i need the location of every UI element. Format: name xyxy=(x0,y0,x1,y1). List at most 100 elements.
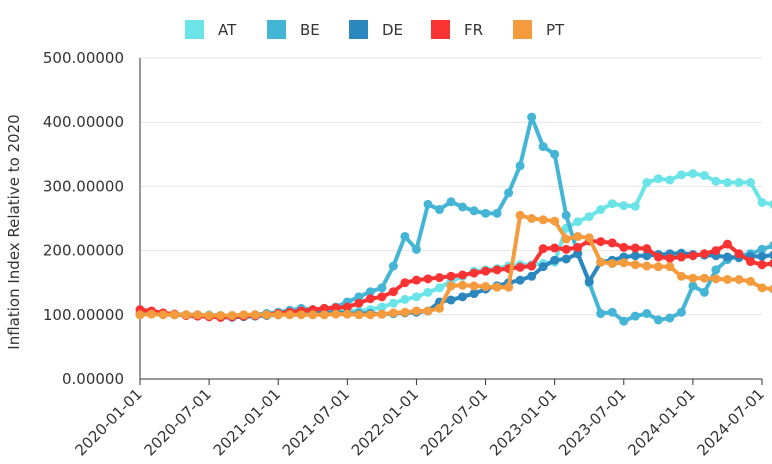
data-point xyxy=(388,287,398,297)
data-point xyxy=(515,262,525,272)
data-point xyxy=(469,268,479,278)
data-point xyxy=(170,310,180,320)
data-point xyxy=(665,262,675,272)
data-point xyxy=(135,310,145,320)
legend-swatch xyxy=(431,20,450,39)
data-point xyxy=(676,271,686,281)
data-point xyxy=(400,231,410,241)
data-point xyxy=(296,310,306,320)
data-point xyxy=(388,261,398,271)
data-point xyxy=(769,259,772,268)
data-point xyxy=(653,315,663,325)
y-tick-label: 400.00000 xyxy=(43,113,124,131)
data-point xyxy=(434,303,444,313)
data-point xyxy=(573,217,583,227)
data-point xyxy=(193,310,203,320)
data-point xyxy=(469,206,479,216)
legend-item-be[interactable]: BE xyxy=(267,20,320,39)
data-point xyxy=(458,280,468,290)
data-point xyxy=(342,302,352,312)
y-axis-title: Inflation Index Relative to 2020 xyxy=(5,114,23,349)
data-point xyxy=(331,309,341,319)
legend-item-at[interactable]: AT xyxy=(185,20,237,39)
data-point xyxy=(757,283,767,293)
data-point xyxy=(342,309,352,319)
data-point xyxy=(504,188,514,198)
data-point xyxy=(492,208,502,218)
data-point xyxy=(377,309,387,319)
data-point xyxy=(596,237,606,247)
data-point xyxy=(642,251,652,261)
data-point xyxy=(400,294,410,304)
data-point xyxy=(423,274,433,284)
data-point xyxy=(699,249,709,259)
data-point xyxy=(527,261,537,271)
data-point xyxy=(769,241,772,250)
data-point xyxy=(745,257,755,267)
legend-item-fr[interactable]: FR xyxy=(431,20,483,39)
data-point xyxy=(262,310,272,320)
data-point xyxy=(722,252,732,262)
data-point xyxy=(734,249,744,259)
x-tick-label: 2020-07-01 xyxy=(141,385,215,459)
y-tick-label: 500.00000 xyxy=(43,49,124,67)
data-point xyxy=(757,260,767,270)
data-point xyxy=(757,197,767,207)
data-point xyxy=(573,249,583,259)
legend-item-pt[interactable]: PT xyxy=(513,20,565,39)
data-point xyxy=(388,308,398,318)
data-point xyxy=(676,170,686,180)
data-point xyxy=(331,303,341,313)
data-point xyxy=(527,112,537,122)
data-point xyxy=(676,307,686,317)
data-point xyxy=(365,294,375,304)
data-point xyxy=(561,234,571,244)
data-point xyxy=(469,281,479,291)
data-point xyxy=(653,174,663,184)
data-point xyxy=(722,239,732,249)
data-point xyxy=(757,251,767,261)
data-point xyxy=(216,310,226,320)
data-point xyxy=(458,270,468,280)
data-point xyxy=(411,244,421,254)
data-point xyxy=(619,316,629,326)
x-axis: 2020-01-012020-07-012021-01-012021-07-01… xyxy=(71,378,768,459)
legend-swatch xyxy=(185,20,204,39)
data-point xyxy=(653,262,663,272)
data-point xyxy=(711,176,721,186)
data-point xyxy=(769,284,772,294)
data-point xyxy=(538,262,548,272)
legend-item-de[interactable]: DE xyxy=(349,20,403,39)
data-point xyxy=(665,313,675,323)
gridlines xyxy=(140,57,762,380)
data-point xyxy=(665,253,675,263)
data-point xyxy=(734,274,744,284)
data-point xyxy=(711,274,721,284)
data-point xyxy=(434,273,444,283)
series-line xyxy=(138,171,772,319)
data-point xyxy=(699,273,709,283)
data-point xyxy=(492,282,502,292)
data-point xyxy=(688,281,698,291)
data-point xyxy=(365,287,375,297)
data-point xyxy=(584,233,594,243)
data-point xyxy=(734,178,744,188)
x-tick-label: 2021-01-01 xyxy=(210,385,284,459)
data-point xyxy=(239,310,249,320)
data-point xyxy=(653,252,663,262)
data-point xyxy=(273,310,283,320)
series-be xyxy=(135,112,772,326)
data-point xyxy=(227,310,237,320)
data-point xyxy=(469,289,479,299)
x-tick-label: 2023-01-01 xyxy=(486,385,560,459)
data-point xyxy=(676,252,686,262)
data-point xyxy=(527,271,537,281)
series-lines xyxy=(135,112,772,326)
data-point xyxy=(550,216,560,226)
data-point xyxy=(285,310,295,320)
data-point xyxy=(769,200,772,209)
data-point xyxy=(699,170,709,180)
x-tick-label: 2022-01-01 xyxy=(348,385,422,459)
data-point xyxy=(619,201,629,211)
